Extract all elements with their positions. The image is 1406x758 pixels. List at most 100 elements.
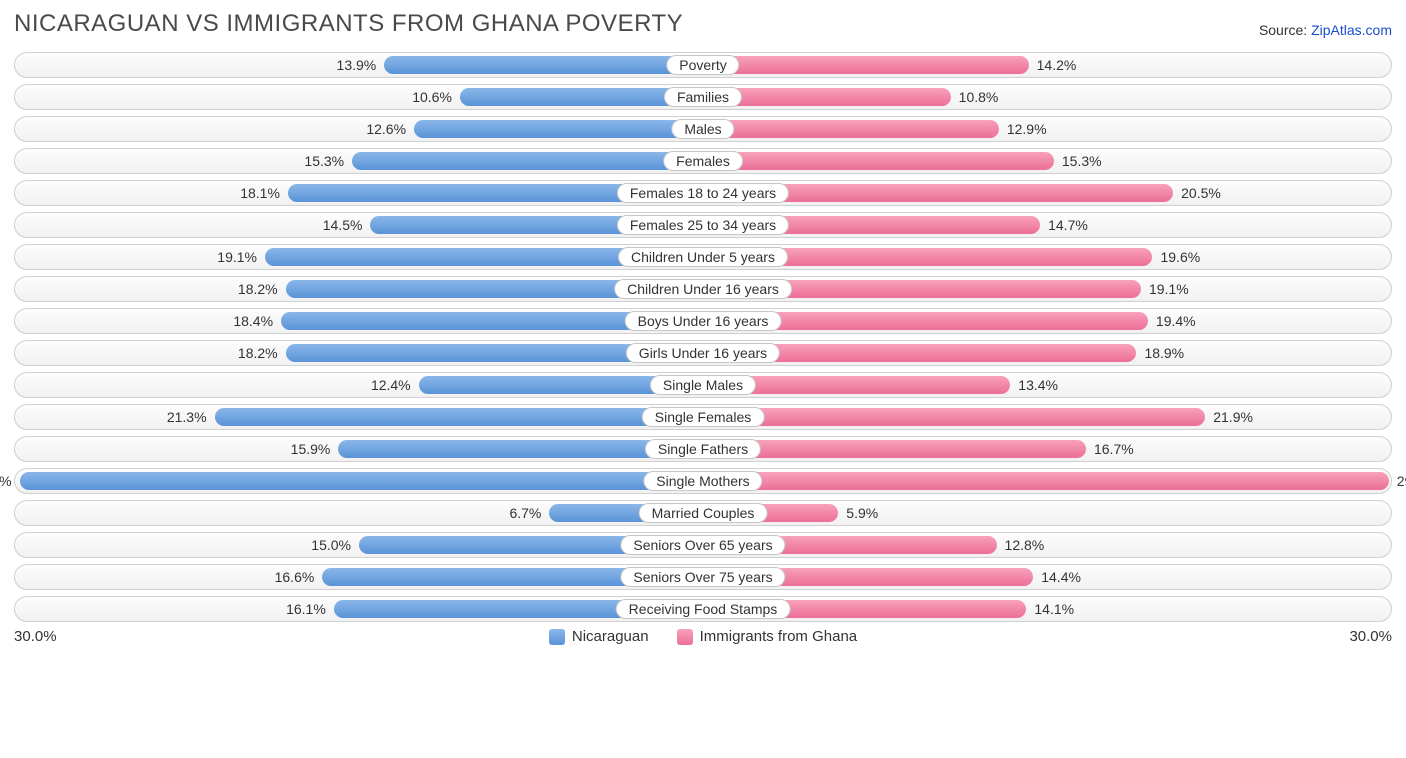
- value-label-left: 18.2%: [238, 281, 278, 297]
- value-label-right: 13.4%: [1018, 377, 1058, 393]
- chart-row-left-half: 19.1%: [15, 245, 703, 269]
- value-label-left: 12.6%: [366, 121, 406, 137]
- category-label: Children Under 5 years: [618, 247, 788, 267]
- chart-row: 10.6% 10.8% Families: [14, 84, 1392, 110]
- legend-item-left: Nicaraguan: [549, 628, 649, 645]
- diverging-bar-chart: 13.9%14.2%Poverty10.6%10.8%Families12.6%…: [14, 52, 1392, 622]
- value-label-left: 14.5%: [323, 217, 363, 233]
- value-label-right: 19.6%: [1160, 249, 1200, 265]
- chart-row-left-half: 12.4%: [15, 373, 703, 397]
- value-label-right: 19.1%: [1149, 281, 1189, 297]
- value-label-left: 16.1%: [286, 601, 326, 617]
- chart-row: 12.6% 12.9% Males: [14, 116, 1392, 142]
- bar-left: [215, 408, 703, 426]
- legend-label-left: Nicaraguan: [572, 628, 649, 645]
- value-label-right: 21.9%: [1213, 409, 1253, 425]
- chart-row-right-half: 19.4%: [703, 309, 1391, 333]
- chart-row: 21.3%21.9%Single Females: [14, 404, 1392, 430]
- chart-row-right-half: 14.1%: [703, 597, 1391, 621]
- category-label: Females 18 to 24 years: [617, 183, 789, 203]
- category-label: Children Under 16 years: [614, 279, 792, 299]
- chart-row: 12.4% 13.4% Single Males: [14, 372, 1392, 398]
- value-label-right: 14.1%: [1034, 601, 1074, 617]
- chart-row-right-half: 10.8%: [703, 85, 1391, 109]
- chart-row-right-half: 19.1%: [703, 277, 1391, 301]
- category-label: Seniors Over 75 years: [620, 567, 785, 587]
- legend-swatch-right: [677, 629, 693, 645]
- source-link[interactable]: ZipAtlas.com: [1311, 22, 1392, 38]
- bar-right: [703, 408, 1205, 426]
- chart-row-right-half: 14.2%: [703, 53, 1391, 77]
- legend-swatch-left: [549, 629, 565, 645]
- chart-row-right-half: 14.7%: [703, 213, 1391, 237]
- chart-row-right-half: 20.5%: [703, 181, 1391, 205]
- value-label-left: 19.1%: [217, 249, 257, 265]
- value-label-left: 18.1%: [240, 185, 280, 201]
- value-label-left: 16.6%: [275, 569, 315, 585]
- chart-row-left-half: 13.9%: [15, 53, 703, 77]
- value-label-right: 16.7%: [1094, 441, 1134, 457]
- chart-row-left-half: 16.6%: [15, 565, 703, 589]
- chart-row-right-half: 13.4%: [703, 373, 1391, 397]
- axis-max-right: 30.0%: [1349, 628, 1392, 645]
- chart-row-right-half: 15.3%: [703, 149, 1391, 173]
- chart-row-right-half: 5.9%: [703, 501, 1391, 525]
- chart-row-right-half: 16.7%: [703, 437, 1391, 461]
- value-label-right: 14.4%: [1041, 569, 1081, 585]
- category-label: Single Males: [650, 375, 756, 395]
- category-label: Boys Under 16 years: [625, 311, 782, 331]
- chart-row-left-half: 15.0%: [15, 533, 703, 557]
- category-label: Males: [671, 119, 734, 139]
- category-label: Single Fathers: [645, 439, 761, 459]
- value-label-right: 19.4%: [1156, 313, 1196, 329]
- value-label-left: 18.4%: [233, 313, 273, 329]
- value-label-left: 10.6%: [412, 89, 452, 105]
- chart-row-left-half: 18.4%: [15, 309, 703, 333]
- chart-row: 15.0%12.8%Seniors Over 65 years: [14, 532, 1392, 558]
- chart-row: 15.3%15.3%Females: [14, 148, 1392, 174]
- value-label-left: 15.9%: [291, 441, 331, 457]
- chart-row-left-half: 15.9%: [15, 437, 703, 461]
- chart-row-left-half: 6.7%: [15, 501, 703, 525]
- value-label-right: 14.7%: [1048, 217, 1088, 233]
- chart-row-left-half: 15.3%: [15, 149, 703, 173]
- value-label-right: 5.9%: [846, 505, 878, 521]
- value-label-right: 15.3%: [1062, 153, 1102, 169]
- category-label: Girls Under 16 years: [626, 343, 780, 363]
- chart-row: 18.2%18.9%Girls Under 16 years: [14, 340, 1392, 366]
- chart-row: 29.8%29.9%Single Mothers: [14, 468, 1392, 494]
- category-label: Receiving Food Stamps: [616, 599, 791, 619]
- chart-row-left-half: 21.3%: [15, 405, 703, 429]
- category-label: Families: [664, 87, 742, 107]
- chart-row: 16.1% 14.1% Receiving Food Stamps: [14, 596, 1392, 622]
- value-label-right: 29.9%: [1397, 473, 1406, 489]
- category-label: Married Couples: [639, 503, 768, 523]
- value-label-left: 21.3%: [167, 409, 207, 425]
- chart-row: 18.4% 19.4% Boys Under 16 years: [14, 308, 1392, 334]
- chart-row-left-half: 18.1%: [15, 181, 703, 205]
- value-label-left: 18.2%: [238, 345, 278, 361]
- value-label-left: 6.7%: [509, 505, 541, 521]
- value-label-left: 13.9%: [337, 57, 377, 73]
- chart-row-left-half: 12.6%: [15, 117, 703, 141]
- value-label-right: 20.5%: [1181, 185, 1221, 201]
- legend: Nicaraguan Immigrants from Ghana: [549, 628, 857, 645]
- chart-row: 18.1% 20.5% Females 18 to 24 years: [14, 180, 1392, 206]
- chart-row: 6.7% 5.9% Married Couples: [14, 500, 1392, 526]
- value-label-left: 15.3%: [304, 153, 344, 169]
- chart-row-left-half: 10.6%: [15, 85, 703, 109]
- chart-row: 16.6% 14.4% Seniors Over 75 years: [14, 564, 1392, 590]
- chart-row: 14.5%14.7%Females 25 to 34 years: [14, 212, 1392, 238]
- value-label-left: 29.8%: [0, 473, 12, 489]
- bar-left: [352, 152, 703, 170]
- chart-row-right-half: 12.9%: [703, 117, 1391, 141]
- chart-row: 18.2% 19.1% Children Under 16 years: [14, 276, 1392, 302]
- value-label-right: 10.8%: [959, 89, 999, 105]
- source-attribution: Source: ZipAtlas.com: [1259, 22, 1392, 38]
- chart-row-right-half: 12.8%: [703, 533, 1391, 557]
- axis-max-left: 30.0%: [14, 628, 57, 645]
- bar-right: [703, 120, 999, 138]
- chart-row: 15.9% 16.7% Single Fathers: [14, 436, 1392, 462]
- legend-item-right: Immigrants from Ghana: [677, 628, 858, 645]
- value-label-right: 12.9%: [1007, 121, 1047, 137]
